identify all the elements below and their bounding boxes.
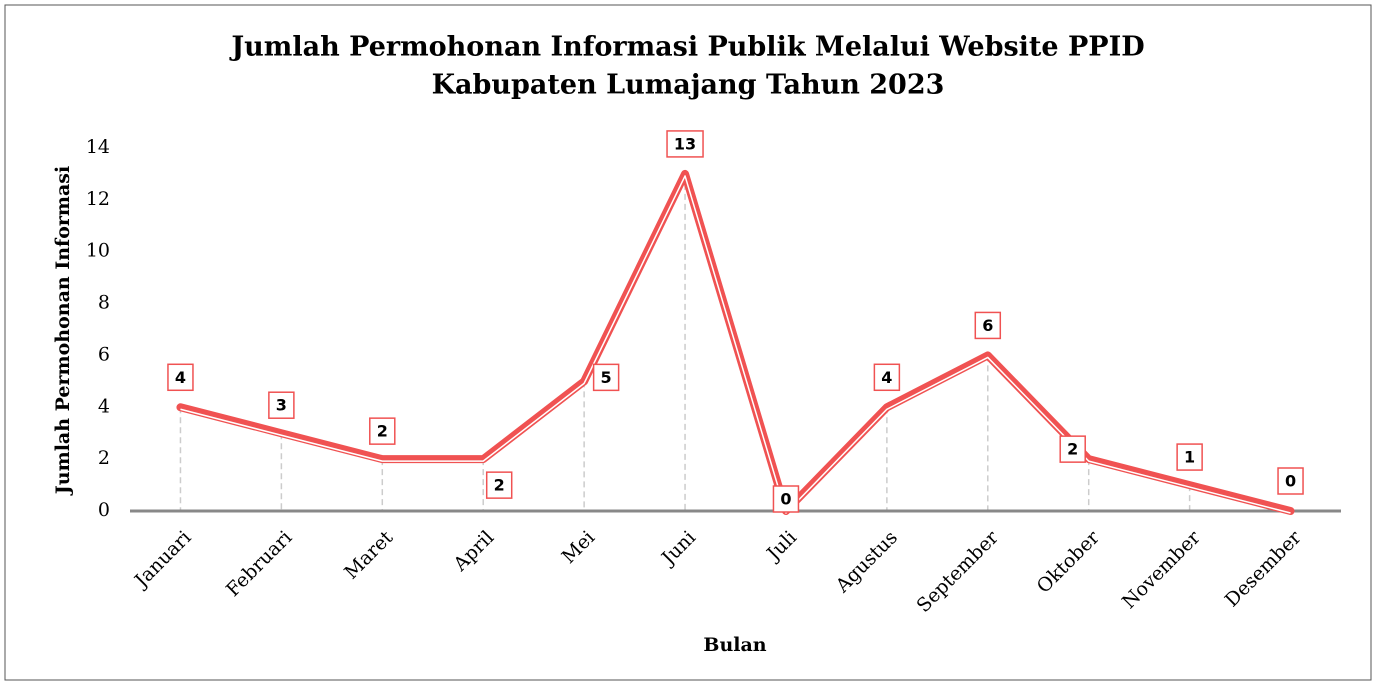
data-label-box [873,363,901,392]
data-label-text: 1 [1184,448,1195,467]
data-label-text: 2 [494,476,505,495]
data-label: 4 [873,363,901,392]
data-label-box [666,130,704,158]
data-label-box [592,363,620,392]
data-label-text: 6 [982,316,993,335]
data-label-box [369,417,396,445]
data-label: 13 [666,130,704,158]
y-tick-label: 4 [98,395,110,417]
chart-border [4,4,1372,681]
data-label-text: 2 [1067,440,1078,459]
y-tick-label: 6 [98,343,110,365]
data-label-text: 3 [276,396,287,415]
data-label: 3 [268,391,295,419]
data-label: 6 [974,311,1002,340]
data-label: 4 [167,363,194,392]
data-label-text: 2 [377,422,388,441]
y-tick-label: 2 [98,447,110,469]
data-label-box [1059,435,1086,463]
y-tick-label: 8 [98,292,110,314]
data-label-text: 13 [674,134,696,153]
data-label-box [974,311,1002,340]
data-label: 2 [369,417,396,445]
data-label-box [772,485,800,513]
data-label: 2 [1059,435,1086,463]
chart-title: Jumlah Permohonan Informasi Publik Melal… [229,32,1144,63]
data-label-text: 5 [601,368,612,387]
y-tick-label: 14 [86,136,110,158]
y-tick-label: 12 [86,188,110,210]
data-label-box [1277,467,1304,495]
data-label: 0 [1277,467,1304,495]
data-label-text: 4 [175,368,186,387]
data-label-text: 0 [780,490,791,509]
data-label: 5 [592,363,620,392]
y-tick-label: 0 [98,499,110,521]
data-label: 2 [485,471,513,499]
data-label-box [1176,443,1203,471]
y-axis-title: Jumlah Permohonan Informasi [52,166,74,496]
chart-title: Kabupaten Lumajang Tahun 2023 [432,70,945,101]
data-label-box [268,391,295,419]
data-label-box [485,471,513,499]
data-label: 0 [772,485,800,513]
data-label: 1 [1176,443,1203,471]
y-tick-label: 10 [86,240,110,262]
x-axis-title: Bulan [703,634,766,656]
data-label-box [167,363,194,392]
data-label-text: 4 [881,368,892,387]
data-label-text: 0 [1285,472,1296,491]
data-line-highlight [180,175,1291,514]
